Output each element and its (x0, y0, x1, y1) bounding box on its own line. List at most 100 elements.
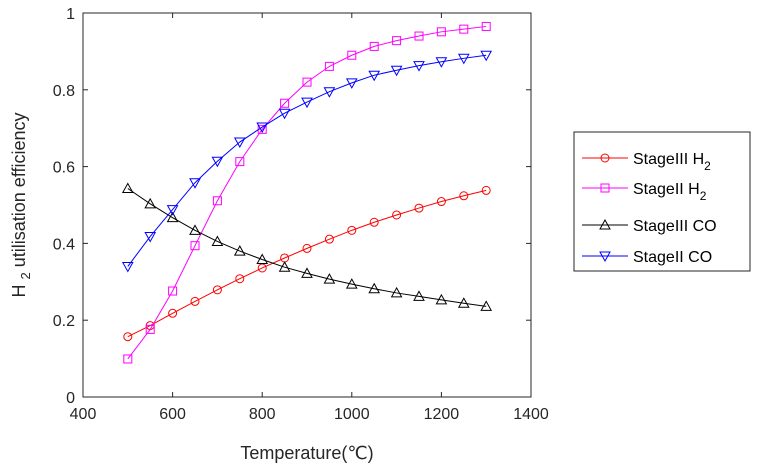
data-point-square (123, 354, 133, 364)
data-point-triangle-down (480, 50, 493, 62)
y-tick-label: 1 (66, 6, 75, 23)
series-line (127, 188, 487, 307)
data-point-square (436, 27, 446, 37)
y-tick-label: 0.2 (53, 313, 75, 330)
data-point-square (324, 61, 334, 71)
x-tick-label: 400 (70, 406, 97, 423)
x-tick-label: 1400 (513, 406, 549, 423)
data-point-circle (235, 274, 245, 284)
data-point-triangle-up (166, 211, 179, 223)
data-point-triangle-down (368, 70, 381, 82)
y-tick-label: 0.8 (53, 83, 75, 100)
y-tick-label: 0.4 (53, 236, 75, 253)
series-line (127, 25, 487, 360)
legend-item: StageII H2 (582, 181, 707, 203)
data-point-square (392, 36, 402, 46)
data-point-circle (600, 153, 610, 163)
data-point-square (369, 41, 379, 51)
data-point-triangle-down (256, 122, 269, 134)
y-tick-label: 0.6 (53, 160, 75, 177)
data-point-circle (123, 332, 133, 342)
data-point-triangle-up (256, 253, 269, 265)
data-point-triangle-down (457, 53, 470, 65)
data-point-triangle-down (323, 87, 336, 98)
legend-item: StageII CO (582, 249, 712, 266)
data-point-square (459, 24, 469, 34)
data-point-circle (190, 296, 200, 306)
data-point-circle (436, 197, 446, 207)
x-axis-title: Temperature(℃) (240, 443, 373, 463)
series-line (127, 54, 487, 267)
data-point-square (212, 196, 222, 206)
series-stageii-co (121, 50, 493, 273)
data-point-triangle-up (413, 290, 425, 301)
data-point-square (280, 98, 290, 108)
data-point-square (190, 241, 200, 251)
data-point-square (414, 31, 424, 41)
data-point-circle (459, 191, 469, 201)
legend-item: StageIII CO (582, 218, 717, 235)
legend-label-main: StageII CO (633, 249, 712, 266)
data-point-square (347, 50, 357, 60)
data-point-square (235, 157, 245, 167)
data-point-triangle-up (211, 235, 224, 246)
data-point-triangle-up (144, 197, 157, 209)
data-point-triangle-up (301, 267, 313, 278)
data-point-circle (324, 234, 334, 244)
data-point-triangle-up (599, 218, 611, 230)
data-point-triangle-down (189, 178, 201, 189)
data-point-triangle-up (233, 245, 246, 256)
data-point-triangle-up (435, 293, 448, 305)
series-stageii-h2 (123, 21, 491, 364)
data-point-triangle-down (211, 156, 224, 168)
data-point-circle (392, 210, 402, 220)
data-point-triangle-down (413, 61, 425, 72)
legend-label: StageIII H2 (633, 151, 711, 173)
series-stageiii-co (121, 182, 493, 311)
axes: 400 600 800 1000 1200 1400 0 0.2 0.4 0.6 0.8 1 (53, 6, 549, 423)
data-point-triangle-up (121, 182, 134, 193)
data-point-triangle-down (345, 78, 358, 89)
legend-label: StageII CO (633, 249, 712, 266)
legend-label-main: StageIII H (633, 151, 704, 168)
data-point-circle (212, 285, 222, 295)
data-point-triangle-down (121, 261, 134, 273)
data-point-circle (481, 185, 491, 195)
legend-label-subscript: 2 (704, 159, 711, 173)
data-point-triangle-down (144, 231, 157, 243)
data-point-triangle-up (368, 282, 381, 294)
data-point-triangle-down (390, 65, 403, 77)
data-point-triangle-down (233, 137, 246, 149)
data-point-square (168, 286, 178, 296)
y-axis-title: H 2 utilisation efficiency (9, 112, 34, 297)
data-point-triangle-down (301, 97, 313, 109)
data-point-square (481, 21, 491, 31)
x-tick-label: 600 (159, 406, 186, 423)
x-tick-label: 1200 (424, 406, 460, 423)
data-point-triangle-up (457, 297, 470, 308)
data-point-circle (369, 217, 379, 227)
data-point-square (302, 77, 312, 87)
data-point-triangle-down (166, 205, 179, 216)
data-point-triangle-up (323, 273, 336, 284)
data-point-triangle-up (480, 300, 493, 311)
data-point-triangle-up (189, 224, 201, 235)
y-axis-title-subscript: 2 (18, 272, 33, 279)
data-point-triangle-down (435, 57, 448, 68)
legend-label: StageII H2 (633, 181, 707, 203)
data-point-circle (168, 308, 178, 318)
plot-area (121, 21, 493, 364)
series-line (127, 189, 487, 338)
data-point-circle (347, 225, 357, 235)
y-tick-label: 0 (66, 390, 75, 407)
y-axis-title-rest: utilisation efficiency (9, 112, 29, 267)
legend-label: StageIII CO (633, 218, 717, 235)
series-stageiii-h2 (123, 185, 491, 342)
x-tick-label: 1000 (334, 406, 370, 423)
y-axis-title-main: H (9, 285, 29, 298)
legend-label-main: StageII H (633, 181, 700, 198)
data-point-triangle-up (345, 278, 358, 289)
x-tick-label: 800 (249, 406, 276, 423)
data-point-triangle-up (390, 286, 403, 298)
